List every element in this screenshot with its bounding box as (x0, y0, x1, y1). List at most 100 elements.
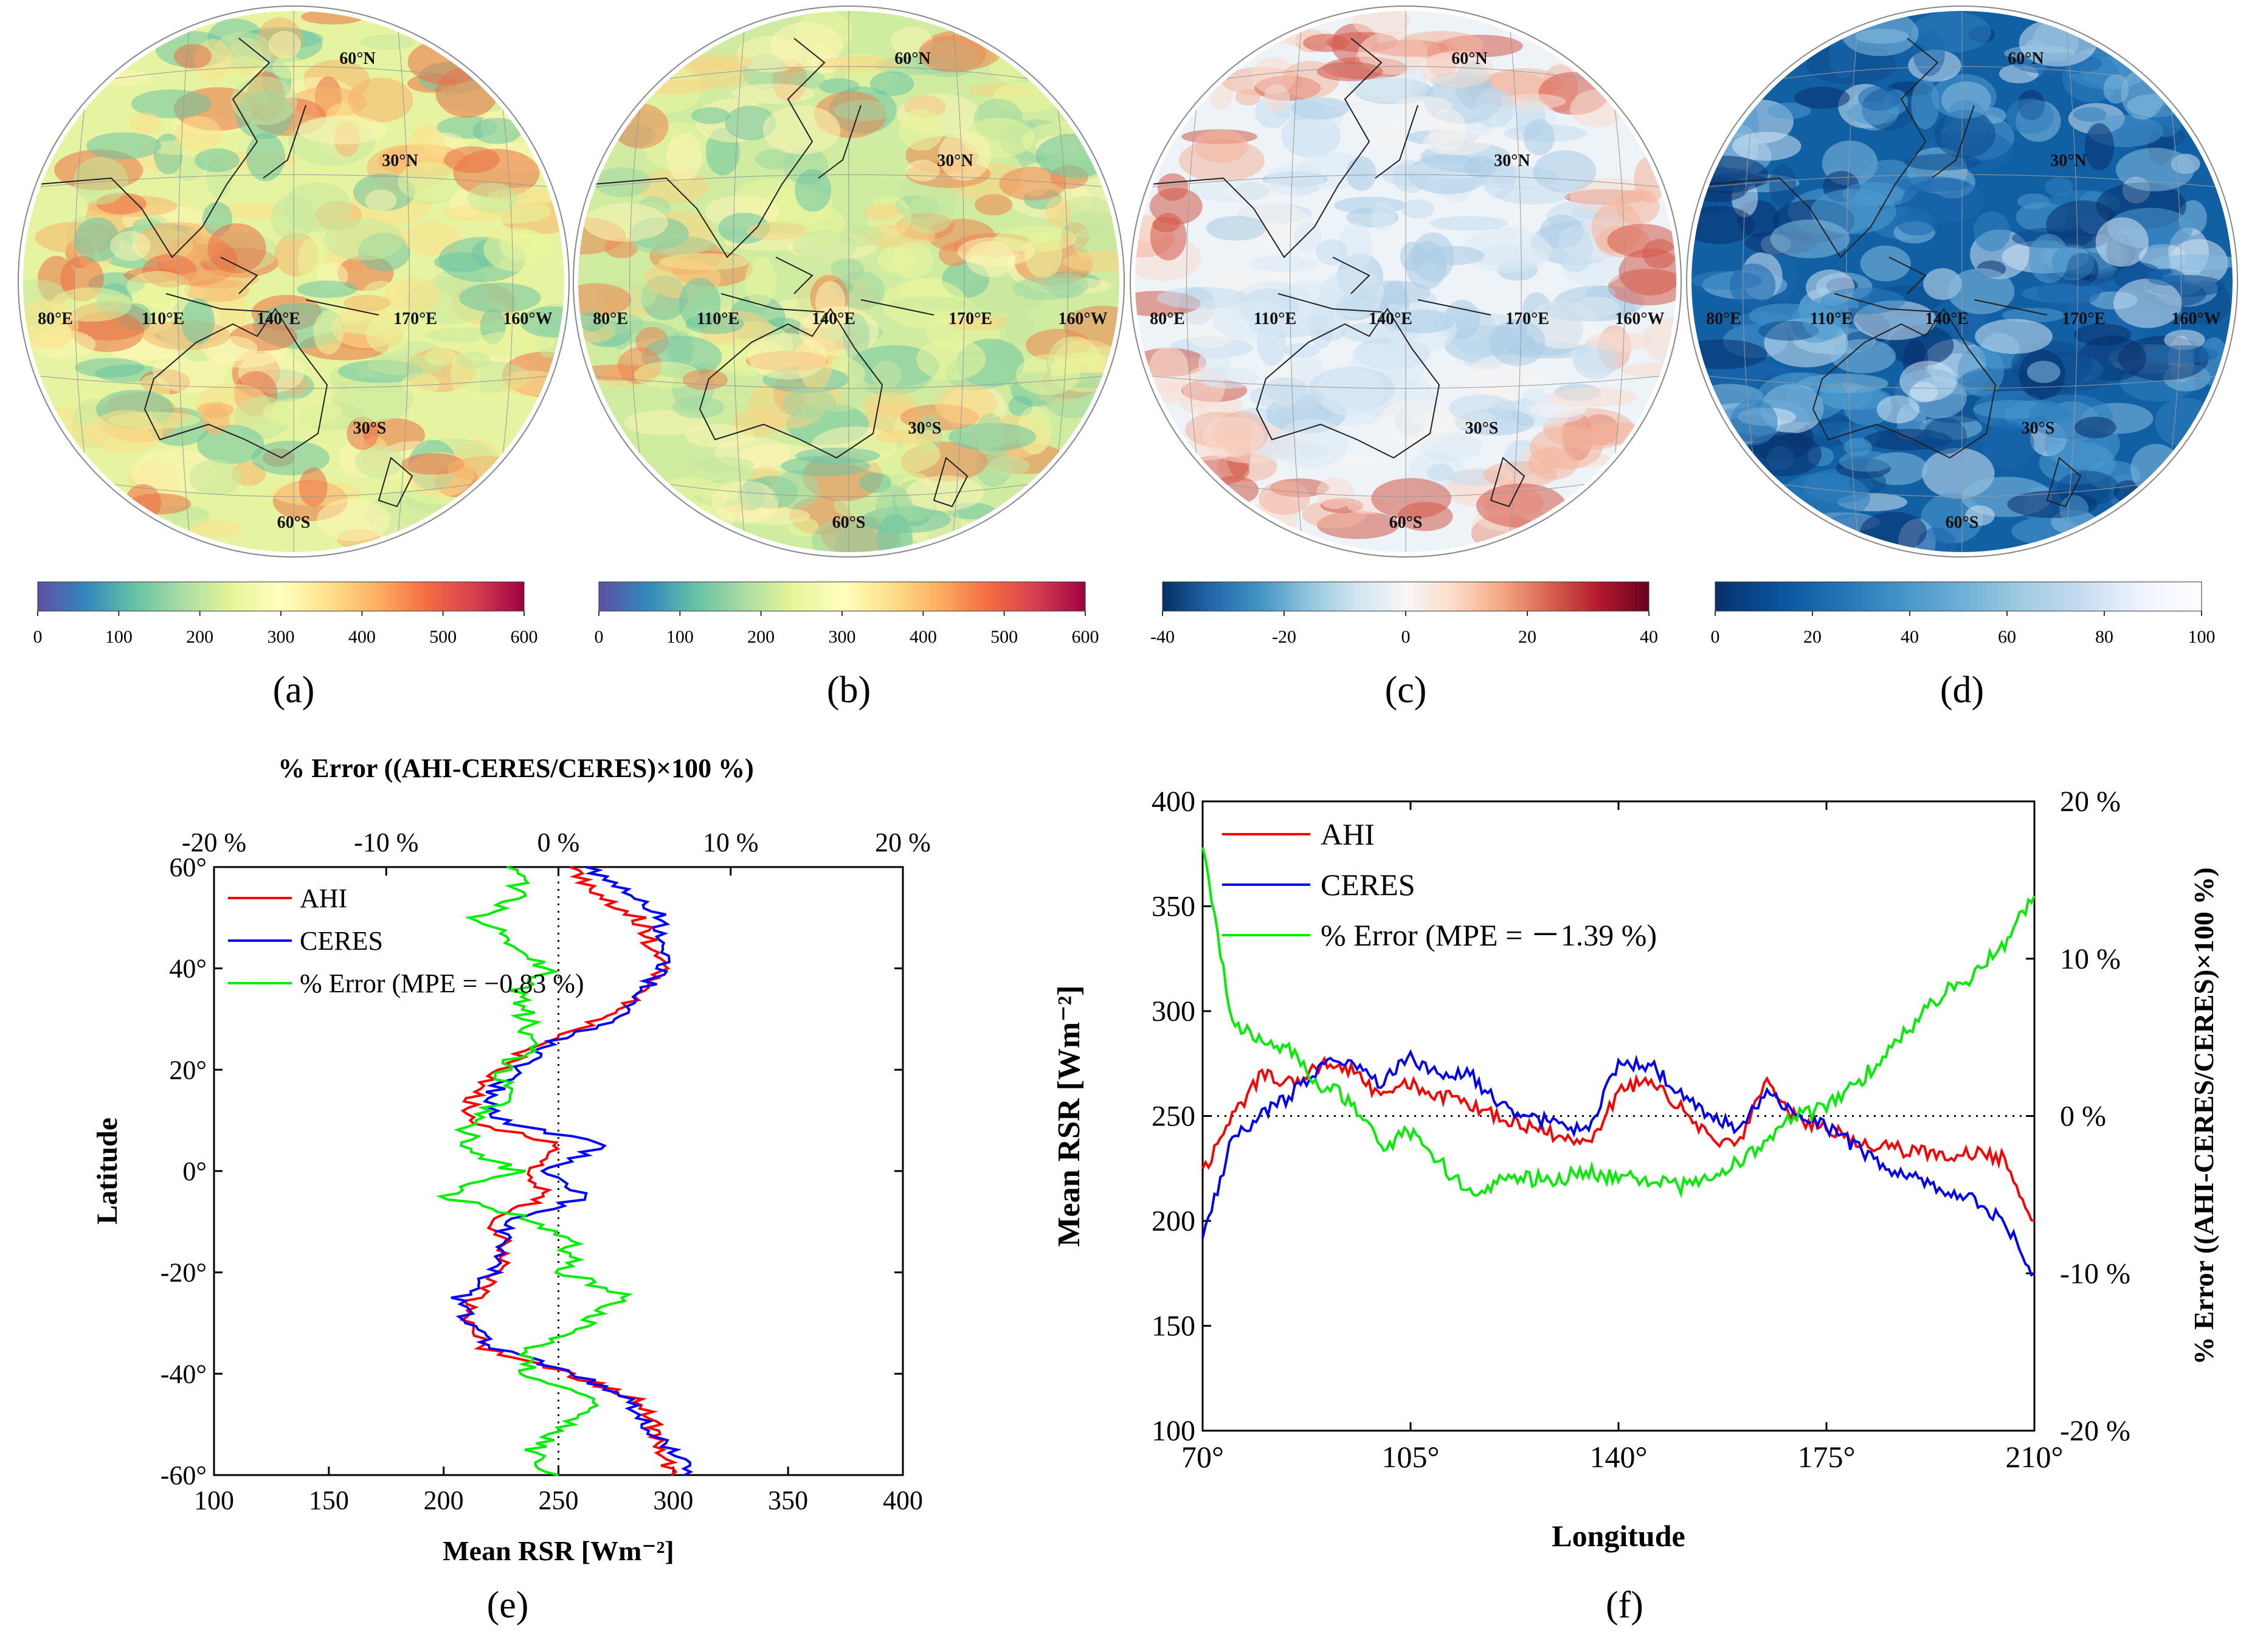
map-texture (604, 313, 644, 335)
map-texture (1975, 319, 2053, 354)
map-texture (1642, 317, 1676, 363)
australia-coastline (143, 308, 328, 459)
y2-tick-label-f: -20 % (2060, 1415, 2130, 1447)
map-panel-b (573, 5, 1125, 616)
map-texture (863, 392, 918, 418)
map-texture (231, 77, 298, 125)
map-label-lat: 30°N (1494, 151, 1530, 170)
map-texture (869, 71, 914, 96)
legend-label-f: % Error (MPE = －1.39 %) (1321, 918, 1657, 952)
map-texture (1746, 432, 1822, 477)
map-label-lat: 60°S (832, 513, 866, 532)
graticule-line (1846, 11, 1860, 552)
graticule-line (733, 11, 747, 552)
colorbar-d (1715, 581, 2202, 612)
map-texture (2002, 308, 2065, 323)
map-texture (1015, 354, 1080, 395)
map-texture (1730, 399, 1778, 446)
map-texture (630, 79, 711, 94)
map-texture (632, 235, 714, 255)
x-axis-title-f: Longitude (1552, 1519, 1685, 1553)
map-texture (1931, 74, 1997, 119)
map-texture (2059, 495, 2089, 524)
y-tick-label-f: 300 (1152, 995, 1195, 1028)
map-texture (1381, 164, 1448, 187)
map-texture (1259, 481, 1310, 515)
x-tick-label-e: 400 (883, 1485, 923, 1515)
map-label-lat: 30°N (382, 151, 418, 170)
new-zealand-coastline (2046, 457, 2082, 508)
graticule-line (1508, 11, 1522, 552)
map-texture (1303, 33, 1349, 52)
map-texture (2028, 233, 2069, 283)
map-texture (989, 45, 1029, 83)
map-texture (1620, 362, 1676, 378)
map-texture (1354, 76, 1414, 97)
map-texture (1556, 225, 1594, 273)
y-tick-label-f: 150 (1152, 1310, 1195, 1343)
map-texture (1429, 216, 1508, 231)
map-texture (1542, 296, 1623, 322)
map-texture (424, 348, 457, 366)
map-texture (110, 231, 151, 261)
map-field (23, 11, 564, 552)
map-texture (916, 337, 986, 381)
map-texture (975, 194, 1013, 216)
map-texture (174, 116, 222, 152)
graticule-line (2064, 11, 2078, 552)
y2-tick-label-f: -10 % (2060, 1257, 2130, 1290)
map-texture (1275, 418, 1349, 469)
map-texture (1394, 96, 1453, 116)
legend-label-e: % Error (MPE = −0.83 %) (300, 969, 584, 998)
top-axis-title-e: % Error ((AHI-CERES/CERES)×100 %) (278, 753, 753, 783)
map-texture (1423, 129, 1492, 156)
legend-label-e: AHI (300, 883, 347, 913)
panel-label-d: (d) (1940, 669, 1984, 711)
map-texture (1333, 196, 1406, 214)
colorbar-tick-label: 0 (33, 627, 43, 647)
map-texture (1390, 309, 1455, 334)
map-texture (1367, 116, 1409, 151)
colorbar-tick-label: 0 (1401, 627, 1411, 647)
map-texture (834, 100, 897, 121)
map-texture (934, 385, 997, 424)
colorbar-tick-label: 40 (1640, 627, 1658, 647)
map-field (1691, 11, 2233, 552)
map-texture (988, 456, 1030, 476)
map-texture (1464, 156, 1498, 178)
map-texture (1899, 361, 1957, 401)
map-texture (1973, 211, 2011, 252)
map-texture (918, 35, 986, 73)
map-panel-a (18, 5, 570, 616)
legend-label-e: CERES (300, 926, 383, 956)
globe-outer-ring (18, 5, 570, 558)
map-texture (890, 296, 969, 312)
map-texture (2075, 416, 2116, 438)
map-texture (865, 203, 901, 221)
map-texture (207, 223, 266, 274)
map-texture (131, 89, 212, 119)
map-texture (1769, 164, 1797, 207)
map-texture (1523, 119, 1555, 156)
chart-f (1201, 800, 2036, 1432)
map-label-lat: 60°N (2008, 49, 2043, 68)
map-label-lat: 60°S (1389, 513, 1423, 532)
map-texture (216, 202, 286, 219)
map-texture (1917, 527, 1957, 552)
map-texture (2113, 278, 2182, 328)
series-line-f-error (1201, 847, 2036, 1198)
australia-coastline (1256, 308, 1440, 459)
top-x-tick-label-e: -10 % (354, 828, 418, 857)
map-texture (1876, 395, 1919, 424)
map-texture (297, 116, 387, 145)
map-label-lon: 140°E (257, 309, 300, 328)
map-texture (2164, 330, 2205, 350)
map-label-lon: 170°E (948, 309, 992, 328)
map-texture (1316, 477, 1354, 510)
map-label-lon: 80°E (1706, 309, 1741, 328)
map-texture (1983, 421, 2034, 469)
colorbar-tick-label: 100 (2188, 627, 2216, 647)
colorbar-tick-label: 200 (186, 627, 213, 647)
map-texture (583, 203, 668, 242)
asia-coastline (1150, 38, 1383, 258)
